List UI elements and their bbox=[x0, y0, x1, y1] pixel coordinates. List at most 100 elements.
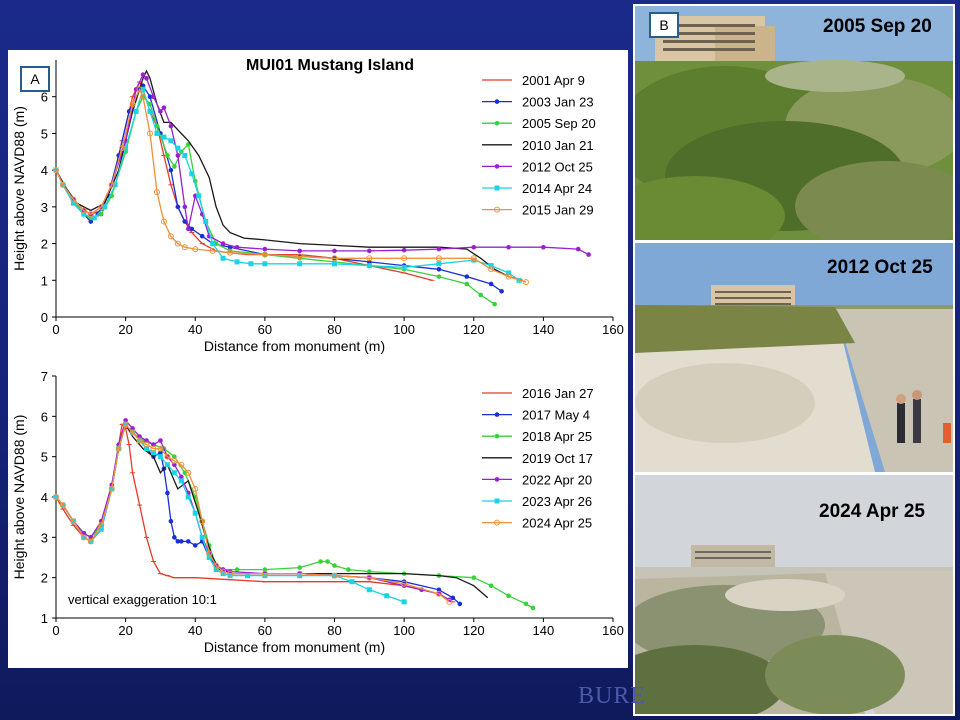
y-tick-label: 6 bbox=[41, 90, 48, 105]
x-axis-label: Distance from monument (m) bbox=[204, 639, 385, 655]
legend-label: 2023 Apr 26 bbox=[522, 494, 592, 509]
data-point bbox=[91, 215, 97, 221]
data-point bbox=[59, 502, 66, 509]
data-point bbox=[506, 244, 511, 250]
data-point bbox=[143, 441, 150, 448]
data-point bbox=[158, 109, 163, 114]
data-point bbox=[488, 266, 495, 273]
data-point bbox=[160, 218, 167, 225]
x-tick-label: 40 bbox=[188, 322, 202, 337]
data-point bbox=[185, 469, 192, 476]
footer-logo: BURE bbox=[578, 683, 647, 709]
x-tick-label: 80 bbox=[327, 623, 341, 638]
data-point bbox=[522, 279, 529, 286]
data-point bbox=[192, 510, 198, 516]
data-point bbox=[436, 587, 442, 593]
x-tick-label: 140 bbox=[533, 623, 555, 638]
data-point bbox=[80, 207, 87, 214]
y-tick-label: 2 bbox=[41, 571, 48, 586]
data-point bbox=[331, 255, 338, 262]
data-point bbox=[401, 264, 407, 270]
y-tick-label: 4 bbox=[41, 490, 48, 505]
data-point bbox=[244, 573, 250, 579]
data-point bbox=[586, 252, 591, 257]
data-point bbox=[401, 580, 408, 587]
data-point bbox=[168, 518, 174, 524]
data-point bbox=[108, 181, 115, 188]
y-tick-label: 5 bbox=[41, 450, 48, 465]
x-tick-label: 80 bbox=[327, 322, 341, 337]
data-point bbox=[199, 233, 205, 239]
data-point bbox=[175, 539, 181, 544]
data-point bbox=[366, 263, 372, 269]
x-axis-label: Distance from monument (m) bbox=[204, 338, 385, 354]
data-point bbox=[167, 233, 174, 240]
x-tick-label: 60 bbox=[258, 322, 272, 337]
data-point bbox=[182, 204, 188, 210]
legend-label: 2016 Jan 27 bbox=[522, 386, 594, 401]
data-point bbox=[140, 86, 146, 92]
data-point bbox=[172, 454, 177, 459]
chart-title: MUI01 Mustang Island bbox=[246, 57, 414, 74]
data-point bbox=[122, 421, 129, 428]
data-point bbox=[164, 453, 171, 460]
photo-2005-image bbox=[635, 6, 953, 240]
data-point bbox=[199, 534, 205, 540]
data-point bbox=[88, 219, 94, 224]
data-point bbox=[210, 241, 216, 247]
photo-2005: B 2005 Sep 20 bbox=[635, 6, 953, 240]
data-point bbox=[129, 429, 136, 436]
data-point bbox=[98, 526, 104, 532]
x-tick-label: 20 bbox=[118, 623, 132, 638]
photo-2012-date: 2012 Oct 25 bbox=[827, 257, 933, 278]
data-point bbox=[144, 446, 150, 452]
data-point bbox=[164, 462, 170, 468]
data-point bbox=[234, 244, 240, 250]
data-point bbox=[192, 246, 199, 253]
data-point bbox=[471, 575, 477, 580]
data-point bbox=[146, 130, 153, 137]
data-point bbox=[150, 445, 157, 452]
data-point bbox=[384, 593, 390, 599]
y-axis-label: Height above NAVD88 (m) bbox=[11, 106, 27, 271]
legend-label: 2022 Apr 20 bbox=[522, 472, 592, 487]
data-point bbox=[457, 601, 463, 607]
data-point bbox=[494, 412, 500, 417]
data-point bbox=[87, 538, 94, 545]
data-point bbox=[332, 261, 337, 267]
data-point bbox=[175, 204, 181, 210]
data-point bbox=[203, 219, 209, 225]
data-point bbox=[161, 105, 167, 111]
data-point bbox=[206, 555, 212, 560]
legend-label: 2018 Apr 25 bbox=[522, 429, 592, 444]
data-point bbox=[189, 171, 195, 177]
data-point bbox=[182, 152, 188, 158]
data-point bbox=[488, 281, 494, 287]
data-point bbox=[196, 193, 202, 199]
data-point bbox=[332, 248, 337, 254]
data-point bbox=[464, 281, 470, 287]
series-line-1 bbox=[55, 423, 461, 605]
photo-2012: 2012 Oct 25 bbox=[635, 243, 953, 472]
data-point bbox=[70, 196, 77, 203]
y-tick-label: 3 bbox=[41, 530, 48, 545]
data-point bbox=[154, 123, 160, 129]
data-point bbox=[346, 567, 351, 572]
x-tick-label: 120 bbox=[463, 623, 485, 638]
data-point bbox=[366, 574, 373, 581]
data-point bbox=[154, 130, 160, 136]
data-point bbox=[150, 450, 156, 456]
data-point bbox=[189, 226, 195, 232]
data-point bbox=[98, 522, 105, 529]
legend-label: 2010 Jan 21 bbox=[522, 138, 594, 153]
data-point bbox=[70, 518, 77, 525]
data-point bbox=[494, 120, 500, 126]
data-point bbox=[136, 86, 143, 93]
data-point bbox=[181, 244, 188, 251]
photo-2024-date: 2024 Apr 25 bbox=[819, 501, 925, 522]
data-point bbox=[494, 498, 500, 504]
x-tick-label: 40 bbox=[188, 623, 202, 638]
x-tick-label: 20 bbox=[118, 322, 132, 337]
data-point bbox=[506, 593, 511, 599]
data-point bbox=[436, 266, 442, 272]
